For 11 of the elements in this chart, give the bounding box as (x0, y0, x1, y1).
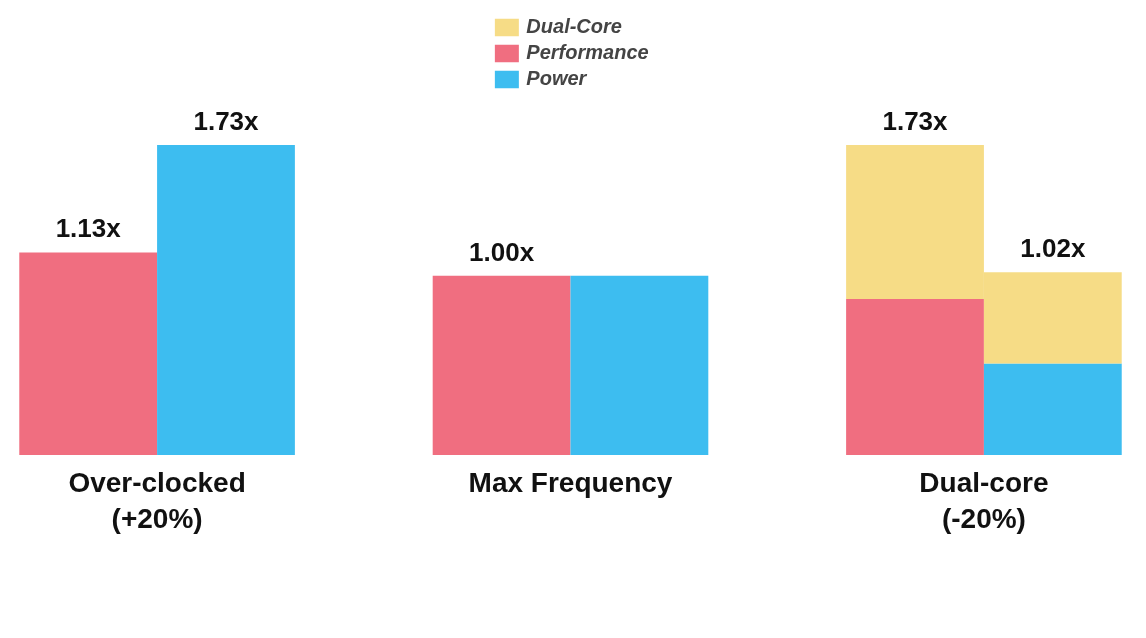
legend-label: Dual-Core (526, 15, 622, 38)
text: Max Frequency (468, 467, 673, 499)
total-label: 1.73x (882, 105, 949, 136)
text: Dual-core (-20%) (919, 467, 1049, 535)
legend-label: Performance (526, 41, 649, 64)
total-label: 1.02x (1020, 232, 1086, 263)
data-label: 1.73x (193, 105, 260, 136)
data-label: 1.00x (469, 236, 535, 267)
data-label: 1.13x (55, 213, 122, 244)
text: Over-clocked (+20%) (68, 467, 246, 535)
legend-label: Power (526, 67, 587, 90)
